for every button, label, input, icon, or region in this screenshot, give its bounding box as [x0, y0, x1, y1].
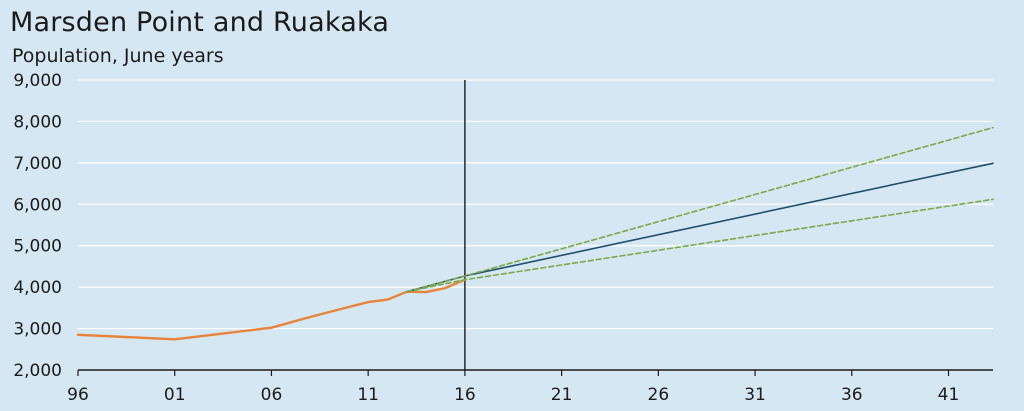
x-tick-label-8: 36 [841, 385, 863, 405]
y-tick-label-6: 8,000 [13, 112, 62, 132]
y-tick-label-4: 6,000 [13, 195, 62, 215]
series-line-2 [406, 126, 994, 293]
axes [77, 369, 993, 376]
tick-labels: 96 01 06 11 16 21 26 31 36 41 2,000 3,000 4,000 5,000… [13, 71, 959, 405]
series-line-3 [406, 198, 994, 293]
x-tick-label-2: 06 [261, 385, 283, 405]
x-tick-label-6: 26 [648, 385, 670, 405]
x-tick-label-1: 01 [164, 385, 186, 405]
y-tick-label-2: 4,000 [13, 278, 62, 298]
series-line-0 [76, 278, 467, 341]
x-tick-label-7: 31 [744, 385, 766, 405]
x-tick-label-5: 21 [551, 385, 573, 405]
y-tick-label-0: 2,000 [13, 361, 62, 381]
y-tick-label-7: 9,000 [13, 71, 62, 91]
x-tick-label-0: 96 [67, 385, 89, 405]
y-tick-label-3: 5,000 [13, 237, 62, 257]
y-tick-label-5: 7,000 [13, 154, 62, 174]
series-line-1 [406, 162, 994, 293]
x-tick-label-9: 41 [938, 385, 960, 405]
gridlines [78, 79, 993, 330]
y-tick-label-1: 3,000 [13, 320, 62, 340]
x-tick-label-3: 11 [357, 385, 379, 405]
series-layer [76, 126, 994, 341]
chart-subtitle: Population, June years [12, 45, 224, 67]
chart-title: Marsden Point and Ruakaka [10, 7, 390, 38]
x-tick-label-4: 16 [454, 385, 476, 405]
